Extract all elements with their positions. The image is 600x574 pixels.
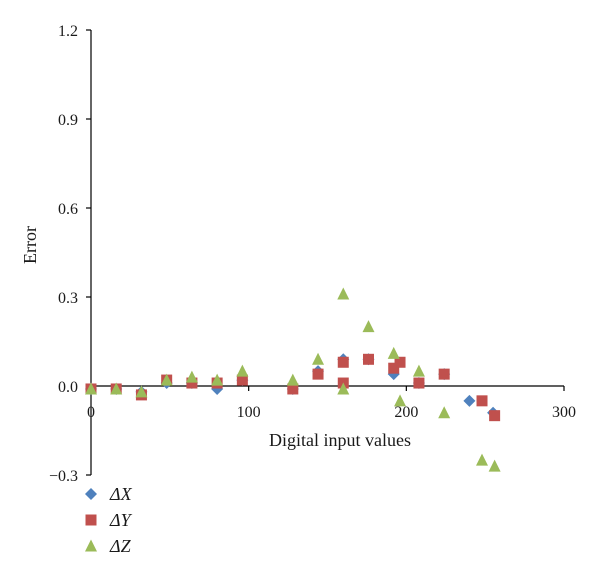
data-point-square — [236, 374, 248, 386]
data-point-triangle — [160, 373, 173, 386]
y-tick-label: 0.0 — [58, 379, 78, 396]
data-point-diamond — [463, 394, 476, 407]
legend-label-dz: ΔZ — [109, 536, 132, 556]
data-point-square — [388, 362, 400, 374]
y-tick-label: 1.2 — [58, 23, 78, 40]
legend-marker-square — [85, 514, 97, 526]
data-point-triangle — [387, 346, 400, 359]
series-triangle — [85, 287, 501, 472]
data-point-triangle — [85, 382, 97, 395]
legend: ΔX ΔY ΔZ — [85, 484, 133, 556]
data-point-triangle — [362, 320, 375, 333]
data-point-triangle — [185, 370, 198, 383]
data-point-square — [362, 353, 374, 365]
data-point-square — [394, 356, 406, 368]
legend-label-dx: ΔX — [109, 484, 133, 504]
axes — [90, 30, 564, 475]
legend-marker-diamond — [85, 488, 97, 500]
legend-item-dz: ΔZ — [85, 536, 132, 556]
data-point-triangle — [110, 382, 123, 395]
data-point-triangle — [337, 287, 350, 300]
y-tick-label: 0.9 — [58, 112, 78, 129]
data-point-square — [438, 368, 450, 380]
y-tick-label: −0.3 — [49, 468, 78, 485]
y-tick-label: 0.3 — [58, 290, 78, 307]
data-point-triangle — [312, 352, 325, 365]
data-point-triangle — [412, 364, 425, 377]
x-axis-title: Digital input values — [269, 430, 411, 450]
data-point-triangle — [135, 385, 148, 398]
data-point-triangle — [236, 364, 249, 377]
data-point-triangle — [394, 394, 407, 407]
data-point-square — [413, 377, 425, 389]
data-point-square — [312, 368, 324, 380]
data-point-square — [186, 377, 198, 389]
data-point-triangle — [476, 453, 489, 466]
series-square — [85, 353, 501, 422]
data-point-triangle — [286, 373, 299, 386]
legend-item-dx: ΔX — [85, 484, 133, 504]
data-point-square — [337, 356, 349, 368]
legend-label-dy: ΔY — [109, 510, 133, 530]
legend-marker-triangle — [85, 539, 97, 552]
x-tick-label: 0 — [87, 404, 95, 421]
legend-item-dy: ΔY — [85, 510, 133, 530]
x-tick-label: 100 — [237, 404, 261, 421]
y-tick-label: 0.6 — [58, 201, 78, 218]
data-point-triangle — [488, 459, 501, 472]
tick-layer: −0.3 0.0 0.3 0.6 0.9 1.2 0 100 200 300 — [49, 23, 576, 485]
data-point-triangle — [438, 406, 451, 419]
x-tick-label: 300 — [552, 404, 576, 421]
x-tick-label: 200 — [394, 404, 418, 421]
data-point-square — [489, 410, 501, 422]
y-axis-title: Error — [20, 226, 40, 264]
data-point-triangle — [337, 382, 350, 395]
data-points — [85, 287, 501, 472]
data-point-square — [287, 383, 299, 395]
data-point-triangle — [211, 373, 224, 386]
data-point-square — [476, 395, 488, 407]
